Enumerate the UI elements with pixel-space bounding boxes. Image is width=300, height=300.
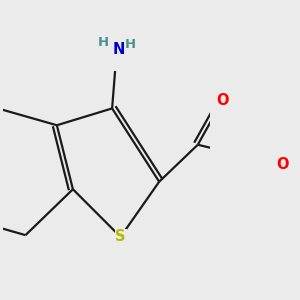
Text: O: O	[276, 157, 288, 172]
Text: O: O	[217, 93, 229, 108]
Text: S: S	[115, 230, 126, 244]
Text: H: H	[125, 38, 136, 51]
Text: H: H	[98, 36, 109, 49]
Text: N: N	[113, 42, 125, 57]
